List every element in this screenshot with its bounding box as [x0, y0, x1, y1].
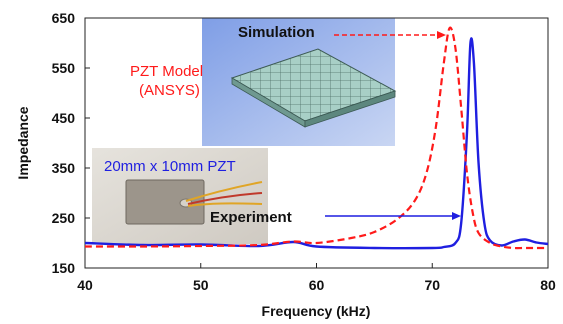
x-tick-label: 80 [540, 277, 556, 293]
pzt-sample [125, 179, 263, 225]
photo-label: 20mm x 10mm PZT [104, 158, 236, 175]
experiment-photo-inset [92, 148, 268, 244]
x-tick-label: 50 [193, 277, 209, 293]
x-tick-label: 60 [309, 277, 325, 293]
x-tick-label: 70 [424, 277, 440, 293]
x-axis-title: Frequency (kHz) [262, 303, 371, 319]
experiment-arrow [325, 212, 461, 220]
data-series [84, 26, 549, 250]
y-axis-title: Impedance [15, 106, 31, 179]
y-tick-label: 550 [52, 60, 76, 76]
simulation-label: Simulation [238, 24, 315, 41]
model-series-line [84, 26, 548, 250]
simulation-inset [202, 18, 397, 146]
x-tick-label: 40 [77, 277, 93, 293]
axis-ticks: 40 50 60 70 80 150 250 350 450 550 650 [52, 10, 556, 293]
fem-mesh-plate [230, 48, 397, 128]
model-label-line1: PZT Model [130, 63, 203, 80]
y-tick-label: 350 [52, 160, 76, 176]
simulation-arrow [334, 31, 446, 39]
experiment-label: Experiment [210, 209, 292, 226]
y-tick-label: 650 [52, 10, 76, 26]
y-tick-label: 150 [52, 260, 76, 276]
model-label-line2: (ANSYS) [139, 82, 200, 99]
y-tick-label: 250 [52, 210, 76, 226]
y-tick-label: 450 [52, 110, 76, 126]
